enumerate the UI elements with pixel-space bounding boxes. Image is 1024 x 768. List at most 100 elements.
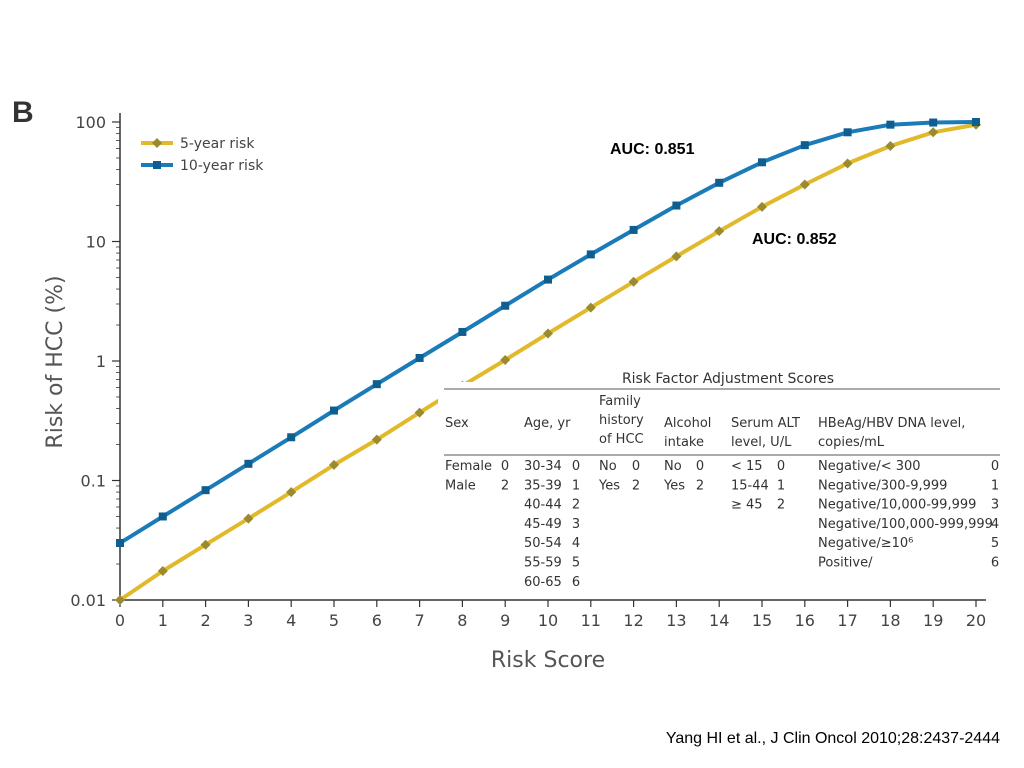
five-year-point [329, 459, 339, 470]
alcohol-row-score: 2 [696, 478, 704, 493]
ten-year-point [244, 459, 253, 468]
hbeag-row-label: Negative/≥10⁶ [818, 536, 913, 551]
x-tick-label: 2 [201, 611, 211, 630]
family-row-label: Yes [598, 478, 620, 493]
hbeag-row-score: 4 [991, 517, 999, 532]
alt-row-score: 2 [777, 498, 785, 513]
legend-five-year-label: 5-year risk [180, 136, 255, 152]
hbeag-row-score: 3 [991, 498, 999, 513]
ten-year-point [929, 118, 938, 127]
five-year-point [200, 539, 211, 550]
x-tick-label: 11 [581, 611, 601, 630]
x-tick-label: 20 [966, 611, 986, 630]
hbeag-row-label: Negative/< 300 [818, 459, 921, 474]
five-year-point [628, 276, 639, 287]
legend-ten-year-label: 10-year risk [180, 158, 264, 174]
ten-year-point [372, 380, 381, 389]
hbeag-row-score: 5 [991, 536, 999, 551]
age-row-score: 0 [572, 459, 580, 474]
header-age: Age, yr [524, 416, 571, 431]
x-tick-label: 3 [243, 611, 253, 630]
five-year-point [714, 226, 725, 237]
ten-year-point [758, 158, 766, 167]
x-tick-label: 4 [286, 611, 296, 630]
header-family-history: Family [599, 394, 641, 409]
age-row-label: 45-49 [524, 517, 562, 532]
x-tick-label: 19 [923, 611, 943, 630]
legend-diamond-marker [152, 138, 162, 148]
header-alcohol: intake [664, 435, 704, 450]
sex-row-score: 2 [501, 478, 509, 493]
x-tick-label: 13 [666, 611, 686, 630]
x-axis-title: Risk Score [491, 648, 605, 673]
ten-year-point [972, 118, 980, 126]
table-background [438, 382, 1002, 596]
age-row-label: 35-39 [524, 478, 562, 493]
x-tick-label: 10 [538, 611, 558, 630]
age-row-score: 3 [572, 517, 580, 532]
y-axis-title: Risk of HCC (%) [43, 275, 68, 448]
y-tick-label: 0.1 [81, 472, 106, 491]
five-year-point [757, 201, 767, 212]
alcohol-row-label: Yes [663, 478, 685, 493]
x-tick-label: 0 [115, 611, 125, 630]
x-tick-label: 12 [623, 611, 643, 630]
sex-row-score: 0 [501, 459, 509, 474]
alt-row-label: < 15 [731, 459, 763, 474]
age-row-label: 50-54 [524, 536, 562, 551]
y-tick-label: 100 [75, 113, 106, 132]
age-row-score: 2 [572, 498, 580, 513]
five-year-point [243, 513, 254, 524]
x-tick-label: 5 [329, 611, 339, 630]
age-row-label: 40-44 [524, 498, 562, 513]
y-tick-label: 0.01 [70, 591, 106, 610]
five-year-point [928, 127, 939, 138]
ten-year-point [158, 512, 167, 521]
ten-year-point [586, 250, 595, 259]
age-row-score: 6 [572, 575, 580, 590]
hbeag-row-label: Negative/10,000-99,999 [818, 498, 976, 513]
five-year-point [157, 565, 168, 576]
age-row-score: 4 [572, 536, 580, 551]
citation: Yang HI et al., J Clin Oncol 2010;28:243… [665, 730, 1000, 747]
header-hbeag: copies/mL [818, 435, 885, 450]
age-row-label: 30-34 [524, 459, 562, 474]
panel-label: B [12, 96, 34, 129]
ten-year-point [116, 538, 124, 547]
x-tick-label: 1 [158, 611, 168, 630]
x-tick-label: 16 [795, 611, 815, 630]
five-year-point [414, 407, 425, 418]
table-title: Risk Factor Adjustment Scores [622, 371, 834, 387]
ten-year-point [201, 486, 210, 495]
five-year-point [671, 251, 682, 262]
ten-year-point [800, 141, 809, 150]
header-serum-alt: Serum ALT [731, 416, 800, 431]
five-year-point [585, 302, 596, 313]
x-tick-label: 8 [457, 611, 467, 630]
age-row-score: 1 [572, 478, 580, 493]
ten-year-point [501, 301, 510, 310]
legend-square-marker [153, 161, 161, 169]
ten-year-point [458, 327, 467, 336]
risk-factor-table: Risk Factor Adjustment Scores Sex Age, yr F… [438, 371, 1002, 596]
x-tick-label: 17 [837, 611, 857, 630]
five-year-point [842, 158, 853, 169]
hbeag-row-label: Negative/300-9,999 [818, 478, 947, 493]
age-row-label: 60-65 [524, 575, 562, 590]
alt-row-score: 1 [777, 478, 785, 493]
ten-year-point [715, 178, 724, 187]
header-family-history: history [599, 413, 644, 428]
five-year-point [286, 487, 297, 498]
ten-year-point [544, 275, 552, 284]
hbeag-row-score: 1 [991, 478, 999, 493]
x-tick-label: 7 [415, 611, 425, 630]
auc-ten-year: AUC: 0.851 [610, 141, 695, 158]
chart-legend: 5-year risk 10-year risk [141, 136, 264, 174]
alcohol-row-score: 0 [696, 459, 704, 474]
age-row-score: 5 [572, 556, 580, 571]
five-year-point [500, 354, 511, 365]
ten-year-point [415, 353, 424, 362]
ten-year-point [843, 128, 852, 137]
header-hbeag: HBeAg/HBV DNA level, [818, 416, 965, 431]
